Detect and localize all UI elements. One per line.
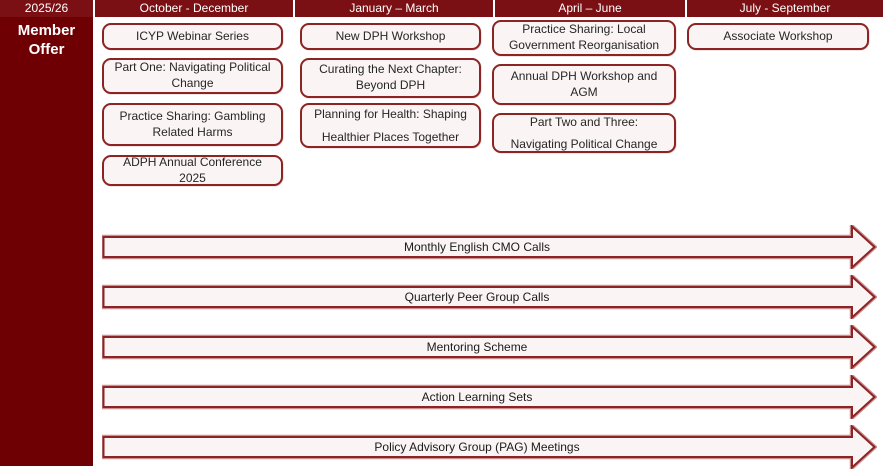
event-box: Planning for Health: Shaping Healthier P…: [300, 103, 481, 148]
quarter-header: July - September: [687, 0, 883, 17]
event-box: ADPH Annual Conference 2025: [102, 155, 283, 186]
event-box: ICYP Webinar Series: [102, 23, 283, 50]
ongoing-activity-arrow: Action Learning Sets: [102, 375, 877, 419]
member-offer-sidebar: Member Offer: [0, 17, 93, 466]
quarter-column: Practice Sharing: Local Government Reorg…: [489, 17, 679, 186]
quarter-column: ICYP Webinar Series Part One: Navigating …: [93, 17, 291, 186]
timeline-arrow-shape: [102, 325, 877, 369]
event-box-label: Planning for Health: Shaping Healthier P…: [314, 106, 467, 144]
event-box: Practice Sharing: Gambling Related Harms: [102, 103, 283, 146]
timeline-arrow-shape: [102, 275, 877, 319]
ongoing-activity-label: Policy Advisory Group (PAG) Meetings: [374, 440, 580, 454]
timeline-content: ICYP Webinar Series Part One: Navigating …: [93, 17, 883, 470]
event-box-label: New DPH Workshop: [335, 28, 446, 43]
event-box-label: Part Two and Three: Navigating Political…: [510, 114, 658, 151]
quarter-column: New DPH Workshop Curating the Next Chapte…: [291, 17, 489, 186]
ongoing-activity-label: Mentoring Scheme: [426, 340, 528, 354]
member-offer-label: Member Offer: [17, 22, 76, 58]
timeline-header-row: 2025/26 October - December January – Marc…: [0, 0, 883, 17]
event-box-label: Practice Sharing: Gambling Related Harms: [119, 108, 266, 139]
timeline-body: Member Offer ICYP Webinar Series Part One…: [0, 17, 883, 470]
event-box-label: ICYP Webinar Series: [136, 28, 249, 43]
event-box: Curating the Next Chapter: Beyond DPH: [300, 58, 481, 98]
quarter-header: October - December: [95, 0, 293, 17]
ongoing-activity-arrow: Mentoring Scheme: [102, 325, 877, 369]
quarter-header: January – March: [295, 0, 493, 17]
ongoing-activity-arrow: Policy Advisory Group (PAG) Meetings: [102, 425, 877, 469]
quarter-header: April – June: [495, 0, 685, 17]
event-box-label: Practice Sharing: Local Government Reorg…: [508, 22, 660, 52]
event-box-label: ADPH Annual Conference 2025: [123, 154, 262, 185]
event-box-label: Part One: Navigating Political Change: [114, 60, 271, 90]
ongoing-activities: Monthly English CMO Calls Quarterly Peer…: [102, 225, 883, 469]
timeline-arrow-shape: [102, 225, 877, 269]
ongoing-activity-arrow: Quarterly Peer Group Calls: [102, 275, 877, 319]
event-box-label: Associate Workshop: [723, 28, 833, 43]
ongoing-activity-arrow: Monthly English CMO Calls: [102, 225, 877, 269]
ongoing-activity-label: Action Learning Sets: [421, 390, 533, 404]
event-box: New DPH Workshop: [300, 23, 481, 50]
timeline-arrow-shape: [102, 425, 877, 469]
ongoing-activity-label: Quarterly Peer Group Calls: [404, 290, 550, 304]
event-box: Associate Workshop: [687, 23, 869, 50]
ongoing-activity-label: Monthly English CMO Calls: [403, 240, 551, 254]
event-box: Part Two and Three: Navigating Political…: [492, 113, 676, 153]
quarter-column: Associate Workshop: [679, 17, 883, 186]
year-label: 2025/26: [0, 0, 93, 17]
timeline-arrow-shape: [102, 375, 877, 419]
event-box: Annual DPH Workshop and AGM: [492, 64, 676, 105]
event-box-label: Annual DPH Workshop and AGM: [510, 68, 658, 99]
quarter-columns: ICYP Webinar Series Part One: Navigating …: [93, 17, 883, 186]
event-box-label: Curating the Next Chapter: Beyond DPH: [319, 62, 462, 92]
event-box: Part One: Navigating Political Change: [102, 58, 283, 94]
event-box: Practice Sharing: Local Government Reorg…: [492, 20, 676, 56]
